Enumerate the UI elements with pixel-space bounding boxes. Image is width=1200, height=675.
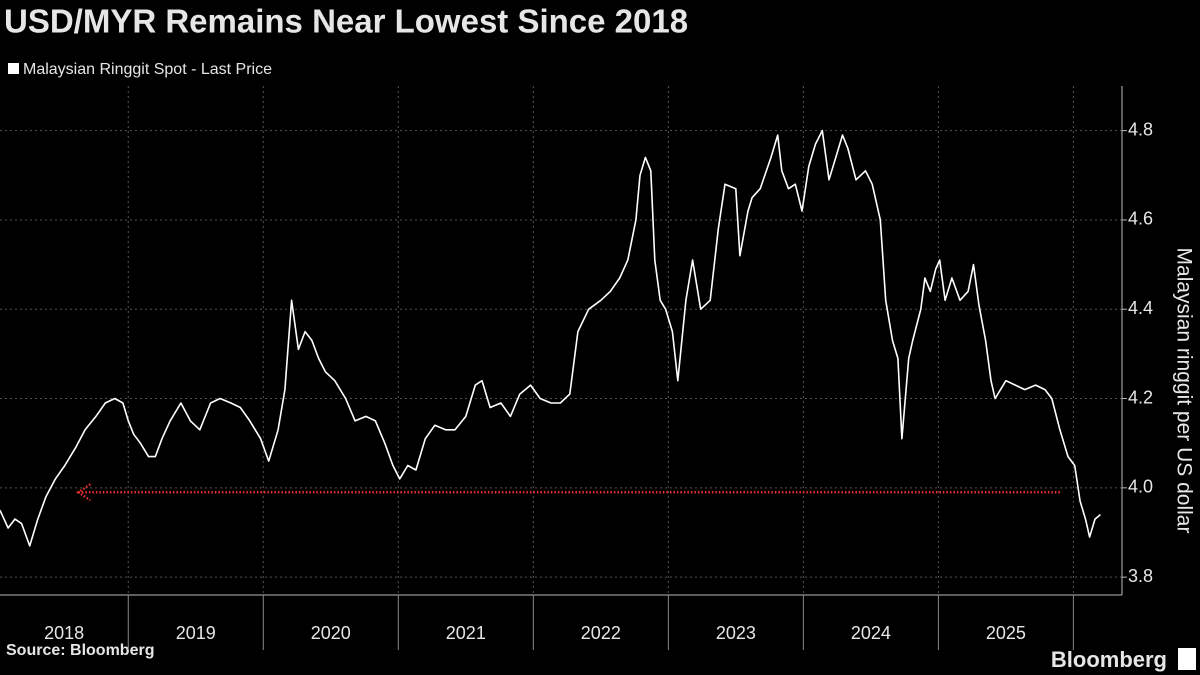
branding: Bloomberg [1051,647,1167,672]
y-tick-label: 4.8 [1128,119,1153,139]
y-tick-label: 4.2 [1128,387,1153,407]
legend-swatch [8,63,19,74]
series-line [0,129,1101,547]
chart-title: USD/MYR Remains Near Lowest Since 2018 [4,3,688,40]
y-axis-label: Malaysian ringgit per US dollar [1172,248,1195,534]
legend-label: Malaysian Ringgit Spot - Last Price [23,61,272,78]
y-tick-label: 3.8 [1128,566,1153,586]
x-tick-label: 2025 [986,623,1026,643]
source: Source: Bloomberg [6,642,154,659]
y-tick-label: 4.4 [1128,298,1153,318]
brand-icon [1178,648,1196,670]
x-tick-label: 2023 [716,623,756,643]
x-tick-label: 2024 [851,623,891,643]
x-tick-label: 2021 [446,623,486,643]
x-tick-label: 2020 [311,623,351,643]
x-tick-label: 2018 [44,623,84,643]
y-tick-label: 4.0 [1128,477,1153,497]
x-tick-label: 2019 [176,623,216,643]
x-tick-label: 2022 [581,623,621,643]
y-tick-label: 4.6 [1128,209,1153,229]
reference-arrowhead [76,483,92,502]
